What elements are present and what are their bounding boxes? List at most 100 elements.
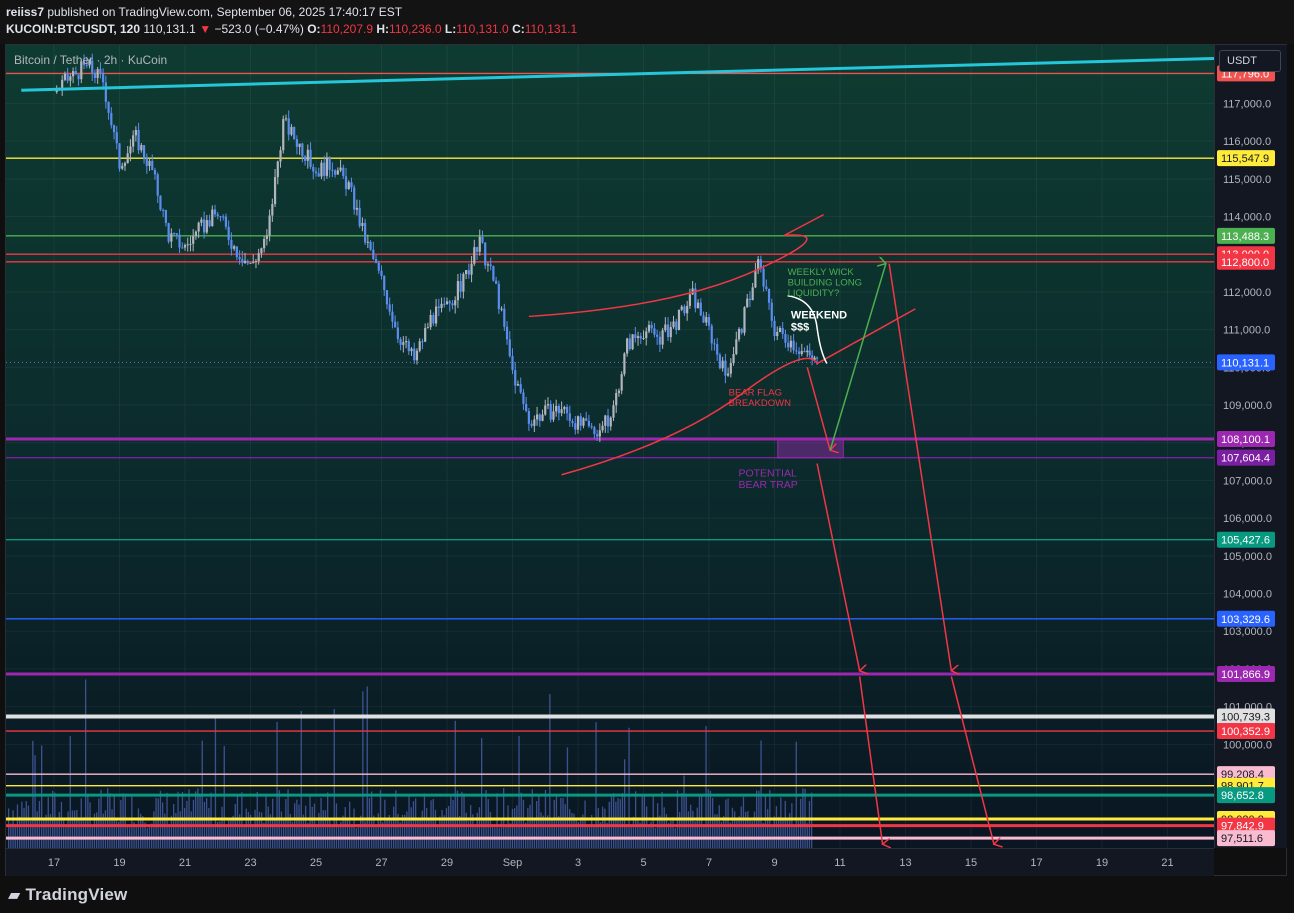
candle-body (317, 173, 320, 177)
price-level-label[interactable]: 105,427.6 (1217, 531, 1275, 548)
plot-area[interactable]: WEEKLY WICK BUILDING LONG LIQUIDITY? WEEKEN… (6, 45, 1214, 848)
bear-trap-box[interactable] (777, 438, 844, 459)
price-level-label[interactable]: 103,329.6 (1217, 610, 1275, 627)
volume-bar (518, 735, 520, 848)
volume-bar (549, 694, 551, 848)
candle-body (159, 195, 162, 210)
volume-bar (632, 816, 635, 848)
candle-body (77, 74, 80, 80)
cyan-trendline[interactable] (21, 57, 1214, 92)
bear-flag-arrow[interactable] (806, 367, 830, 450)
candle-body (585, 418, 588, 421)
price-level-value: 100,352.9 (1221, 726, 1270, 738)
candle-body (576, 416, 580, 430)
volume-bar (571, 812, 573, 848)
logo-text: TradingView (25, 885, 128, 904)
candle-body (383, 275, 386, 291)
candle-body (194, 231, 198, 237)
candle-body (800, 350, 803, 354)
candle-body (394, 321, 397, 328)
volume-bar (696, 807, 698, 848)
volume-bar (514, 808, 516, 848)
volume-bar (511, 809, 514, 848)
volume-bar (23, 808, 25, 848)
candle-body (787, 342, 790, 348)
candle-body (88, 60, 91, 66)
price-level-label[interactable]: 110,131.1 (1217, 354, 1275, 371)
candle-body (590, 426, 593, 428)
candle-body (320, 162, 323, 177)
volume-bar (307, 823, 309, 848)
volume-bar (753, 811, 756, 848)
price-level-label[interactable]: 100,352.9 (1217, 723, 1275, 740)
weekend-annotation[interactable]: WEEKEND $$$ (791, 309, 847, 333)
volume-bar (668, 823, 670, 848)
volume-bar (87, 793, 89, 848)
candle-body (156, 174, 159, 196)
price-level-label[interactable]: 113,488.3 (1217, 227, 1275, 244)
bear-flag-annotation[interactable]: BEAR FLAG BREAKDOWN (729, 388, 791, 410)
publisher-user[interactable]: reiiss7 (6, 5, 45, 19)
volume-bar (410, 807, 412, 848)
down-arrow-1[interactable] (816, 463, 860, 670)
weekend-curve[interactable] (787, 294, 828, 364)
volume-bar (254, 809, 256, 848)
down-arrow-2[interactable] (858, 676, 883, 844)
volume-bar (353, 808, 355, 848)
volume-bar (102, 813, 104, 848)
candle-body (334, 170, 337, 175)
time-tick-label: 15 (965, 857, 977, 869)
candle-body (407, 341, 410, 352)
price-axis[interactable]: 117,000.0 116,000.0 115,000.0 114,000.0 113,… (1214, 45, 1287, 848)
price-level-tag (1217, 787, 1275, 804)
volume-bar (685, 794, 687, 848)
candle-body (795, 350, 798, 352)
price-level-label[interactable]: 112,800.0 (1217, 253, 1275, 270)
price-level-label[interactable]: 100,739.3 (1217, 708, 1275, 725)
price-level-label[interactable]: 107,604.4 (1217, 449, 1275, 466)
price-level-label[interactable]: 98,652.8 (1217, 787, 1275, 804)
candle-body (683, 306, 686, 314)
candle-body (650, 324, 653, 329)
candle-body (312, 166, 315, 172)
down-arrow-3[interactable] (888, 263, 951, 671)
price-level-label[interactable]: 108,100.1 (1217, 430, 1275, 447)
price-level-label[interactable]: 97,842.9 (1217, 817, 1275, 834)
footer (0, 876, 1294, 913)
volume-bar (487, 799, 489, 848)
symbol-name[interactable]: KUCOIN:BTCUSDT, 120 (6, 22, 141, 36)
channel-upper-line[interactable] (528, 213, 824, 318)
time-tick-label: 19 (1096, 857, 1108, 869)
channel-lower-line[interactable] (561, 308, 916, 476)
time-axis[interactable]: 17 19 21 23 25 27 29 Sep 3 5 7 9 11 13 15 17 19 21 (6, 848, 1214, 876)
volume-bar (104, 810, 107, 848)
volume-bar (800, 798, 802, 848)
volume-bar (606, 823, 608, 848)
candle-body (121, 165, 124, 169)
weekly-wick-annotation[interactable]: WEEKLY WICK BUILDING LONG LIQUIDITY? (788, 267, 862, 299)
price-level-label[interactable]: 115,547.9 (1217, 150, 1275, 167)
volume-bar (276, 721, 278, 848)
bear-trap-annotation[interactable]: POTENTIAL BEAR TRAP (738, 468, 797, 492)
time-tick-label: Sep (503, 857, 523, 869)
price-level-label[interactable]: 97,511.6 (1217, 830, 1275, 847)
down-arrow-4[interactable] (950, 676, 994, 844)
volume-bar (239, 814, 241, 848)
candle-body (402, 342, 405, 345)
volume-bar (245, 808, 247, 848)
volume-bar (474, 824, 476, 848)
candle-body (612, 405, 615, 418)
price-level-label[interactable]: 101,866.9 (1217, 665, 1275, 682)
candle-body (514, 370, 517, 386)
green-up-arrow[interactable] (829, 264, 886, 451)
currency-button[interactable]: USDT (1219, 50, 1281, 72)
candle-body (525, 403, 528, 412)
chart-svg[interactable]: WEEKLY WICK BUILDING LONG LIQUIDITY? WEEKEN… (6, 45, 1214, 848)
tradingview-logo[interactable]: ▰ TradingView (8, 885, 127, 905)
candle-body (415, 350, 419, 361)
candle-body (582, 418, 585, 426)
volume-bar (153, 811, 155, 848)
high-label: H: (376, 22, 390, 36)
volume-bar (217, 821, 219, 848)
candle-body (806, 350, 809, 353)
